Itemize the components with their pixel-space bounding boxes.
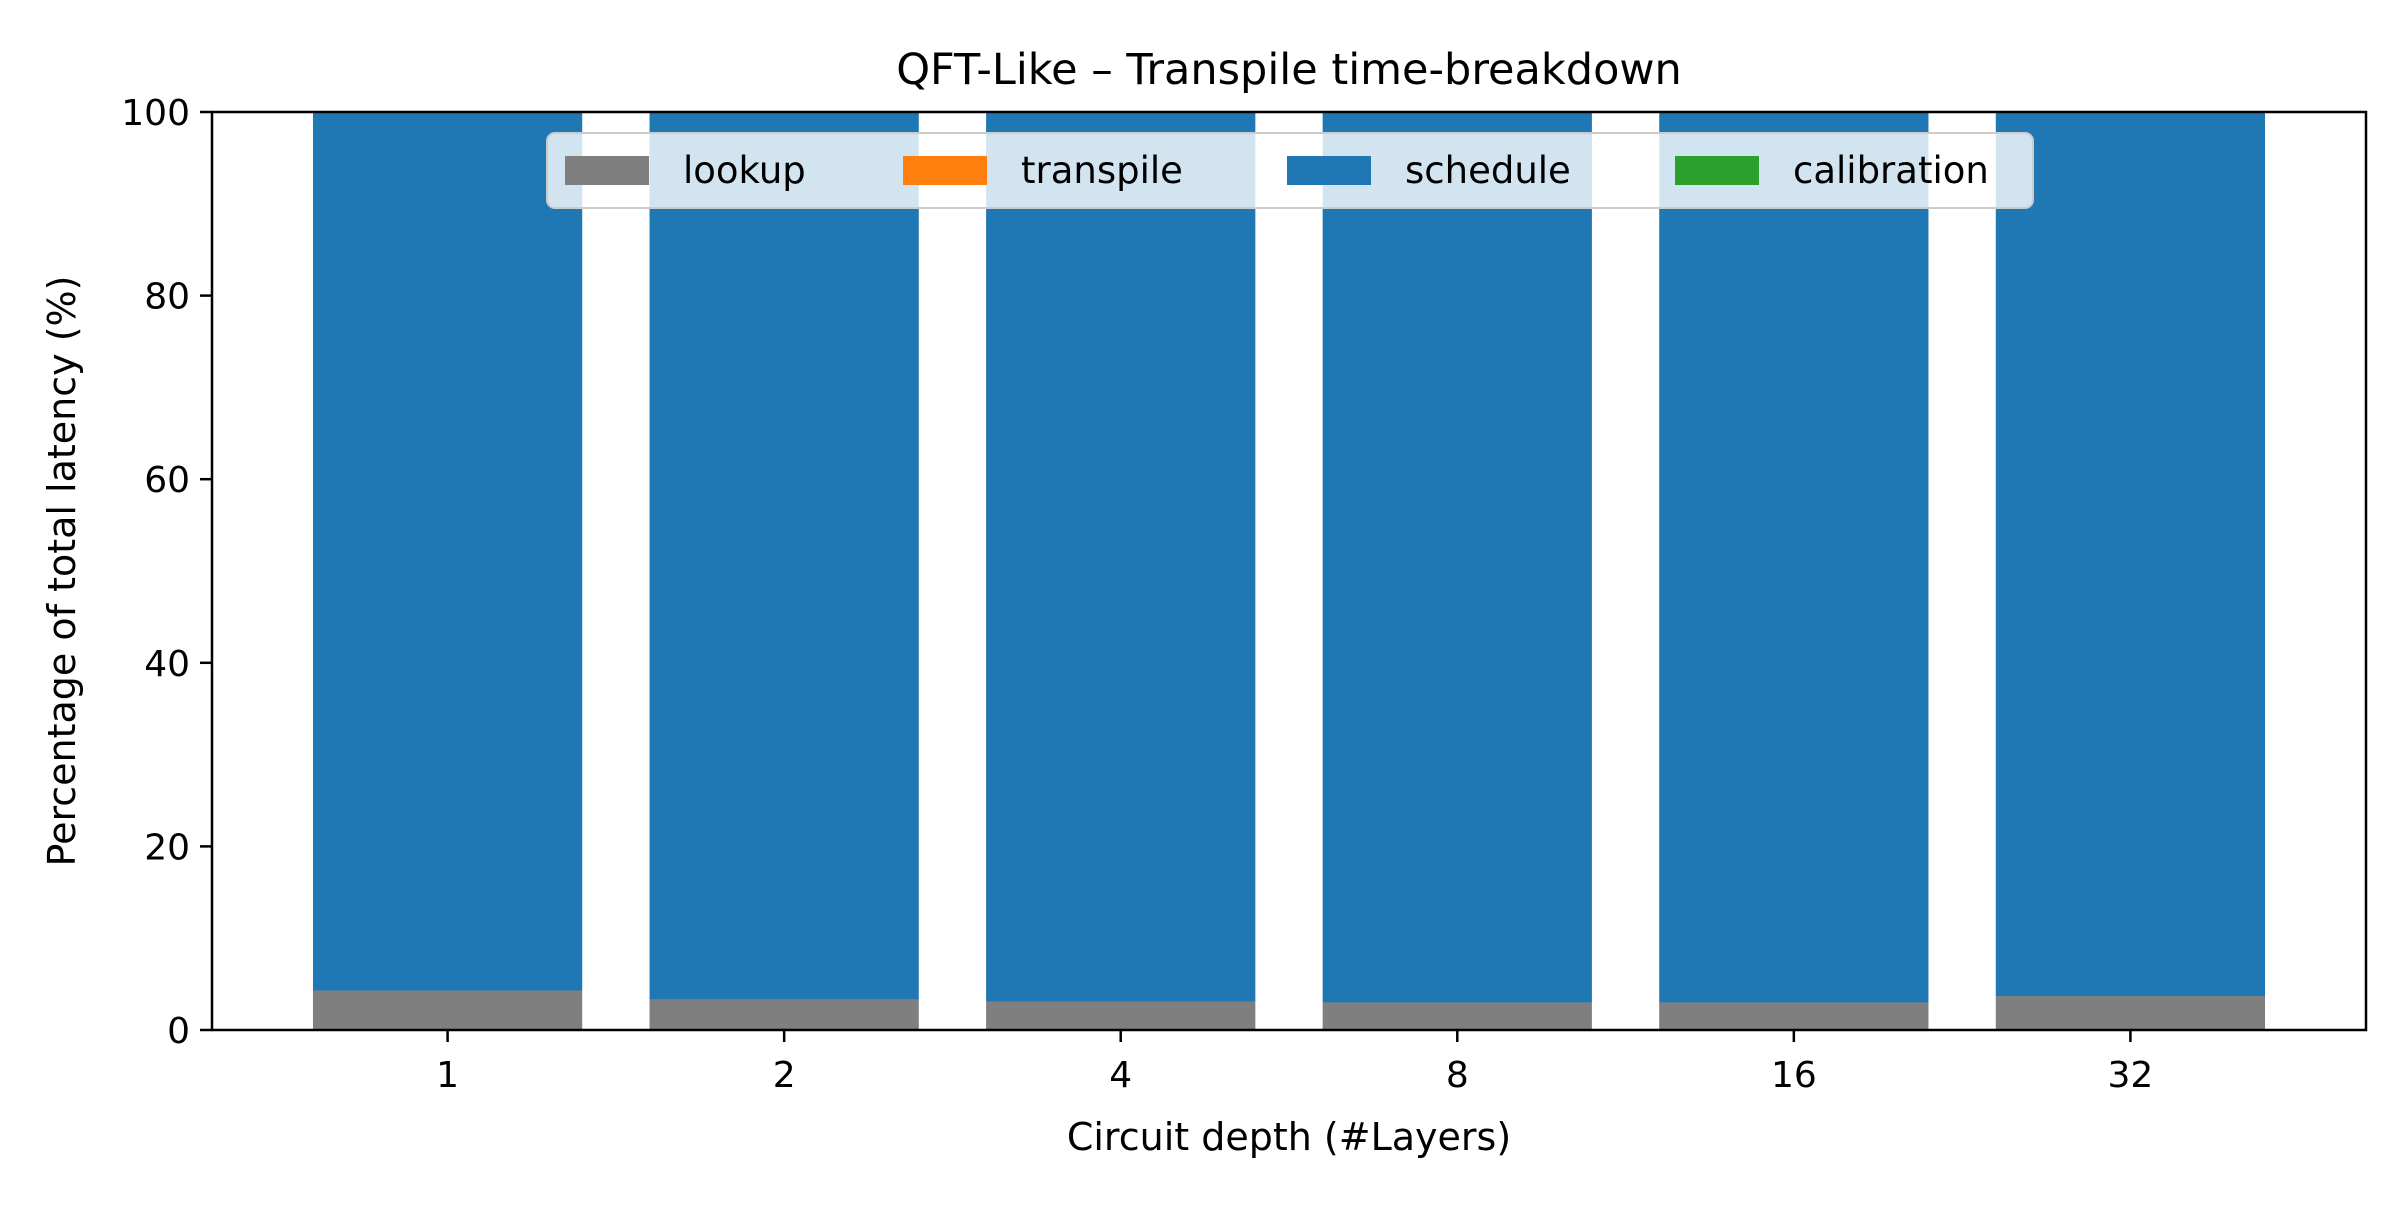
- bar-lookup-2: [649, 999, 919, 1030]
- legend-label-schedule: schedule: [1405, 149, 1571, 192]
- legend-swatch-schedule: [1287, 156, 1371, 185]
- bar-schedule-2: [649, 112, 919, 1000]
- x-axis-label: Circuit depth (#Layers): [1067, 1115, 1511, 1159]
- legend-label-lookup: lookup: [683, 149, 806, 192]
- legend-label-transpile: transpile: [1021, 149, 1183, 192]
- x-tick-label: 8: [1446, 1055, 1469, 1096]
- bar-schedule-1: [312, 112, 583, 991]
- y-axis-label: Percentage of total latency (%): [40, 276, 84, 867]
- bar-lookup-1: [312, 990, 583, 1030]
- y-tick-label: 0: [167, 1011, 190, 1052]
- bar-schedule-32: [1995, 112, 2266, 997]
- legend-label-calibration: calibration: [1793, 149, 1989, 192]
- legend-swatch-transpile: [903, 156, 987, 185]
- legend-swatch-lookup: [565, 156, 649, 185]
- plot-frame: [210, 110, 2368, 1032]
- bar-schedule-8: [1322, 112, 1592, 1003]
- bar-lookup-8: [1322, 1002, 1592, 1030]
- bar-schedule-16: [1659, 112, 1929, 1003]
- x-tick-label: 1: [436, 1055, 459, 1096]
- bars-layer: [312, 112, 2266, 1030]
- legend: lookup transpile schedule calibration: [546, 132, 2034, 209]
- legend-swatch-calibration: [1675, 156, 1759, 185]
- x-tick-label: 4: [1109, 1055, 1132, 1096]
- x-tick-label: 32: [2108, 1055, 2154, 1096]
- x-tick-label: 2: [773, 1055, 796, 1096]
- y-tick-label: 20: [144, 827, 190, 868]
- bar-lookup-16: [1659, 1002, 1929, 1030]
- bar-lookup-32: [1995, 996, 2266, 1030]
- x-tick-label: 16: [1771, 1055, 1817, 1096]
- y-tick-label: 60: [144, 460, 190, 501]
- y-tick-label: 100: [121, 93, 190, 134]
- y-axis: 0 20 40 60 80 100: [121, 93, 212, 1052]
- bar-lookup-4: [986, 1001, 1256, 1030]
- chart-title: QFT-Like – Transpile time-breakdown: [896, 45, 1682, 95]
- y-tick-label: 80: [144, 277, 190, 318]
- bar-schedule-4: [986, 112, 1256, 1002]
- x-axis: 1 2 4 8 16 32: [436, 1030, 2153, 1096]
- y-tick-label: 40: [144, 644, 190, 685]
